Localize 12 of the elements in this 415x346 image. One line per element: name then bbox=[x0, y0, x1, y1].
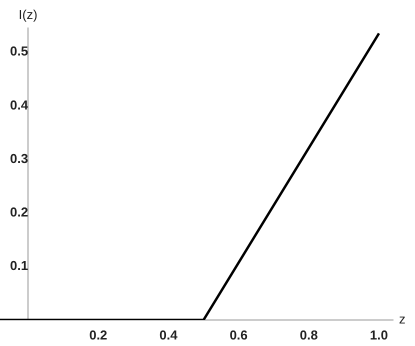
x-tick-label: 0.8 bbox=[300, 327, 318, 342]
x-axis-title: z bbox=[399, 312, 406, 327]
x-tick-label: 1.0 bbox=[370, 327, 388, 342]
x-tick-label: 0.6 bbox=[230, 327, 248, 342]
y-tick-label: 0.2 bbox=[10, 204, 28, 220]
y-tick-label: 0.5 bbox=[10, 44, 28, 59]
x-tick-label: 0.2 bbox=[89, 327, 108, 342]
x-tick-label: 0.4 bbox=[159, 327, 178, 342]
y-axis-title: I(z) bbox=[18, 7, 38, 22]
y-tick-label: 0.3 bbox=[10, 150, 28, 166]
y-tick-label: 0.4 bbox=[10, 97, 29, 112]
y-tick-label: 0.1 bbox=[10, 258, 28, 273]
